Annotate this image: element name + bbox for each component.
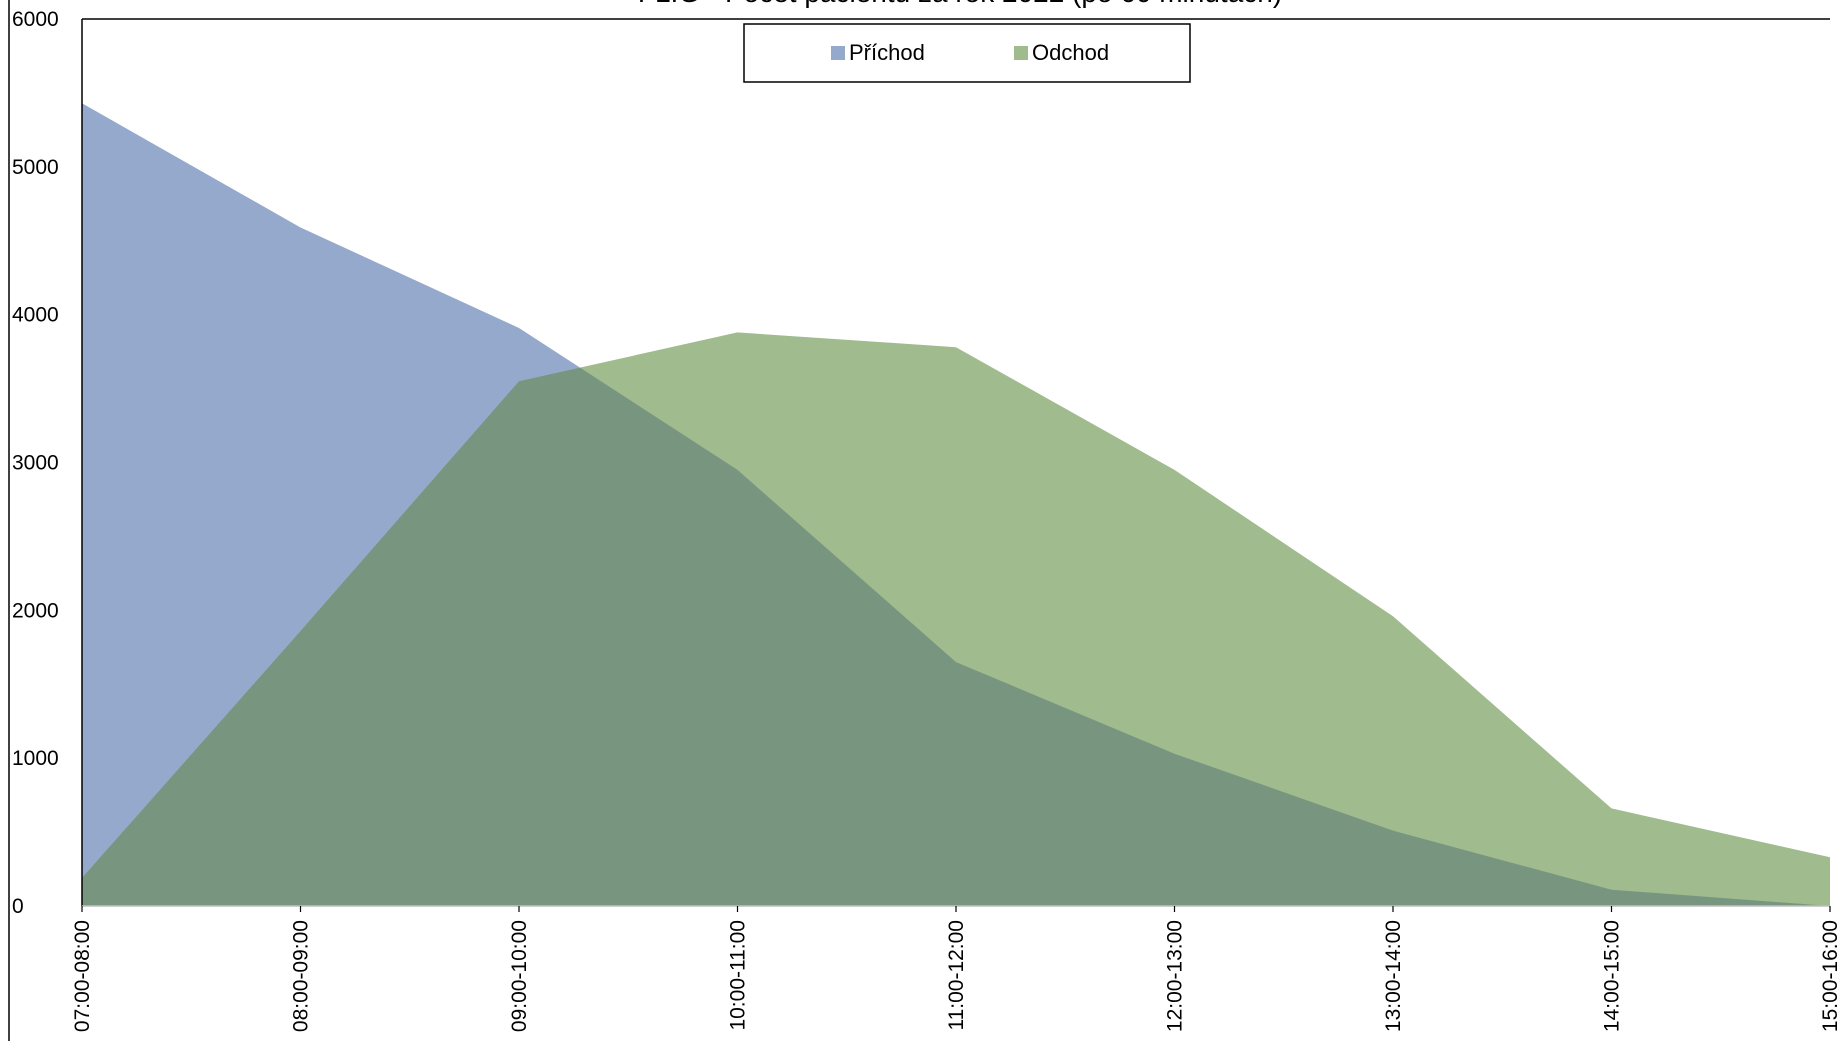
- x-tick-label: 12:00-13:00: [1164, 920, 1187, 1032]
- x-tick-label: 10:00-11:00: [727, 920, 750, 1031]
- chart-title: FLIG - Počet pacientů za rok 2022 (po 60…: [638, 0, 1282, 8]
- x-tick-label: 15:00-16:00: [1819, 920, 1842, 1032]
- y-tick-label: 0: [12, 895, 24, 918]
- y-tick-label: 2000: [12, 599, 59, 622]
- legend-label-odchod: Odchod: [1032, 40, 1109, 65]
- x-axis-ticks: 07:00-08:00 08:00-09:00 09:00-10:00 10:00-1…: [71, 906, 1842, 1032]
- legend: Příchod Odchod: [743, 23, 1191, 83]
- y-tick-label: 6000: [12, 8, 59, 31]
- area-overlap: [82, 367, 1830, 906]
- x-tick-label: 07:00-08:00: [71, 920, 94, 1032]
- x-tick-label: 09:00-10:00: [508, 920, 531, 1032]
- x-tick-label: 13:00-14:00: [1382, 920, 1405, 1032]
- x-tick-label: 14:00-15:00: [1601, 920, 1624, 1032]
- legend-swatch-odchod: [1014, 46, 1028, 60]
- y-tick-label: 5000: [12, 156, 59, 179]
- y-tick-label: 4000: [12, 304, 59, 327]
- area-series-group: [82, 103, 1830, 906]
- legend-label-prichod: Příchod: [849, 40, 925, 65]
- x-tick-label: 11:00-12:00: [945, 920, 968, 1031]
- axes: [8, 0, 1830, 1041]
- y-tick-label: 1000: [12, 747, 59, 770]
- y-tick-label: 3000: [12, 452, 59, 475]
- legend-box: [743, 23, 1191, 83]
- x-tick-label: 08:00-09:00: [290, 920, 313, 1032]
- y-axis-ticks: 0 1000 2000 3000 4000 5000 6000: [12, 8, 59, 918]
- legend-swatch-prichod: [831, 46, 845, 60]
